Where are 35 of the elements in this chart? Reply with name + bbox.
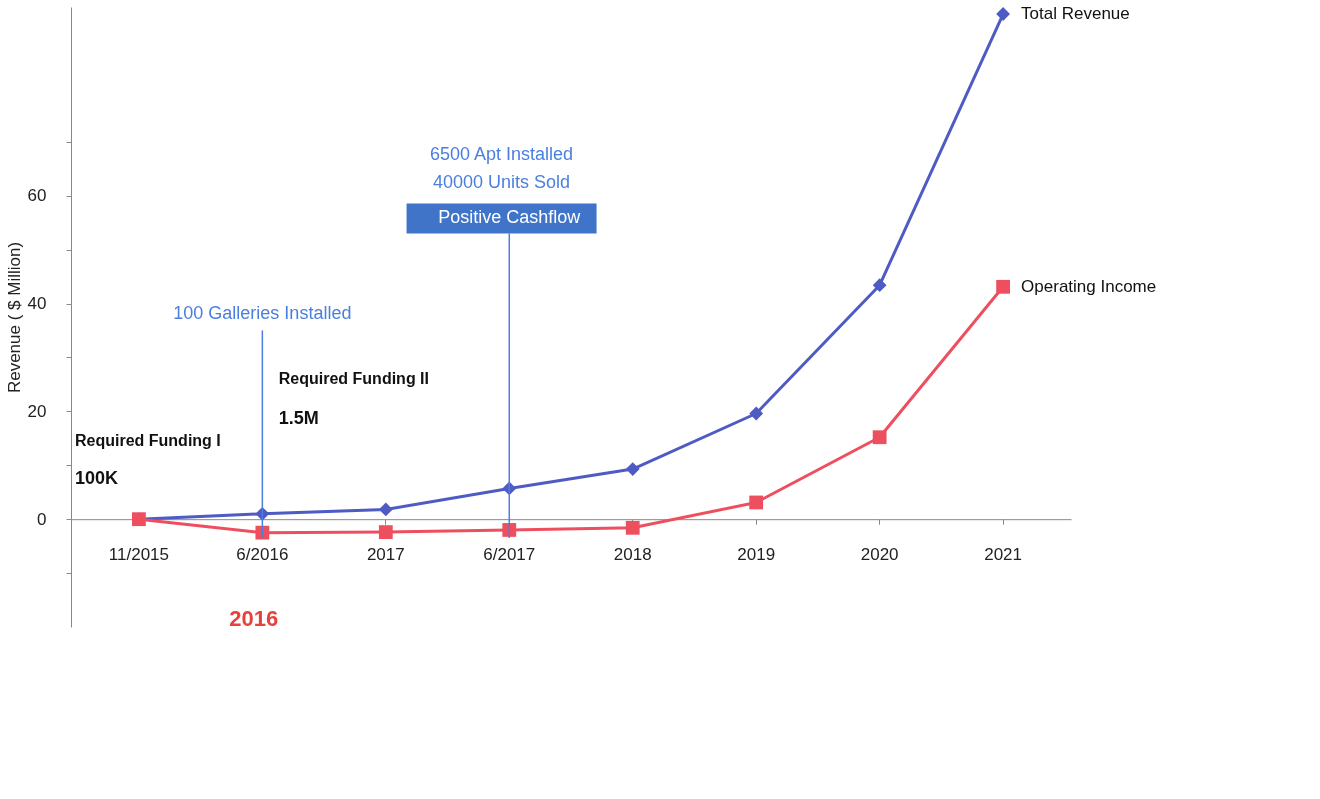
x-tick-label: 2019 [737, 544, 776, 564]
ref-line-label: Positive Cashflow [438, 207, 582, 228]
point [625, 462, 640, 476]
x-tick-label: 2020 [860, 544, 899, 564]
point [502, 523, 517, 537]
series-label: Total Revenue [1021, 4, 1130, 24]
y-tick-label: 0 [37, 509, 47, 529]
y-axis-title: Revenue ( $ Million) [4, 241, 24, 394]
point [872, 278, 887, 293]
annotation: 1.5M [278, 408, 319, 429]
y-tick-label: 60 [27, 186, 47, 206]
ref-line-label: 100 Galleries Installed [173, 303, 352, 324]
x-tick-label: 6/2017 [483, 544, 536, 564]
point [378, 502, 393, 517]
x-tick-label: 2018 [613, 544, 652, 564]
point [255, 525, 270, 540]
y-tick-label: 20 [27, 401, 47, 421]
series-label: Operating Income [1021, 276, 1157, 296]
point [996, 279, 1010, 294]
annotation: Required Funding I [75, 432, 221, 449]
annotation: 100K [75, 467, 119, 488]
point [749, 495, 764, 510]
annotation: Required Funding II [278, 370, 429, 387]
x-tick-label: 11/2015 [108, 544, 169, 564]
x-tick-label: 2021 [984, 544, 1023, 564]
annotation: 6500 Apt Installed [429, 144, 574, 165]
annotation: 2016 [229, 605, 279, 631]
point [378, 525, 393, 540]
point [625, 520, 640, 535]
y-tick-label: 40 [27, 294, 47, 314]
point [749, 406, 764, 421]
x-tick-label: 2017 [366, 544, 405, 564]
point [872, 430, 887, 445]
annotation: 40000 Units Sold [433, 172, 571, 193]
x-tick-label: 6/2016 [236, 544, 289, 564]
